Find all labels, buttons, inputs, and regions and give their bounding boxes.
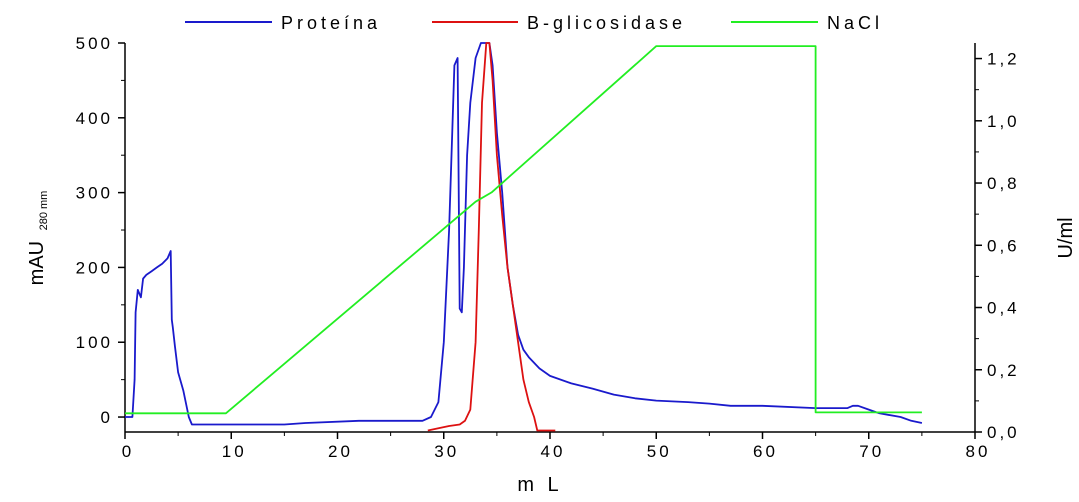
x-tick-label: 50 (647, 442, 672, 461)
data-series (125, 42, 923, 432)
svg-text:mAU 280 mm: mAU 280 mm (26, 191, 50, 286)
x-tick-label: 10 (222, 442, 247, 461)
x-tick-label: 40 (541, 442, 566, 461)
proteina-line (125, 42, 923, 426)
x-axis-title: m L (517, 474, 562, 496)
left-y-tick-label: 500 (76, 34, 113, 53)
right-y-tick-label: 0,8 (987, 174, 1020, 193)
left-y-tick-label: 200 (76, 258, 113, 277)
left-y-tick-label: 100 (76, 333, 113, 352)
left-axis-title: mAU (26, 241, 48, 285)
legend-label-nacl: NaCl (827, 13, 883, 33)
axis-ticks: 0 10 20 30 40 50 60 70 80 0 100 200 300 400 500 0,0 0,2 0… (76, 34, 1020, 461)
x-tick-label: 60 (753, 442, 778, 461)
x-tick-label: 0 (122, 442, 134, 461)
legend-label-proteina: Proteína (281, 13, 381, 33)
right-y-tick-label: 1,2 (987, 50, 1020, 69)
left-axis-subscript: 280 mm (38, 191, 50, 231)
x-tick-label: 20 (328, 442, 353, 461)
left-axis-title-group: mAU 280 mm (26, 191, 50, 286)
b-glicosidase-line (427, 42, 556, 432)
x-tick-label: 70 (859, 442, 884, 461)
left-y-tick-label: 400 (76, 109, 113, 128)
right-y-tick-label: 0,2 (987, 361, 1020, 380)
left-y-tick-label: 0 (101, 408, 113, 427)
right-y-tick-label: 0,6 (987, 236, 1020, 255)
x-tick-label: 30 (434, 442, 459, 461)
legend: Proteína B-glicosidase NaCl (185, 13, 883, 33)
left-y-tick-label: 300 (76, 184, 113, 203)
right-y-tick-label: 0,4 (987, 299, 1020, 318)
nacl-line (125, 45, 922, 415)
x-tick-label: 80 (966, 442, 991, 461)
right-y-tick-label: 0,0 (987, 423, 1020, 442)
right-axis-title: U/ml (1055, 217, 1077, 258)
legend-label-b-glicosidase: B-glicosidase (527, 13, 686, 33)
right-y-tick-label: 1,0 (987, 112, 1020, 131)
